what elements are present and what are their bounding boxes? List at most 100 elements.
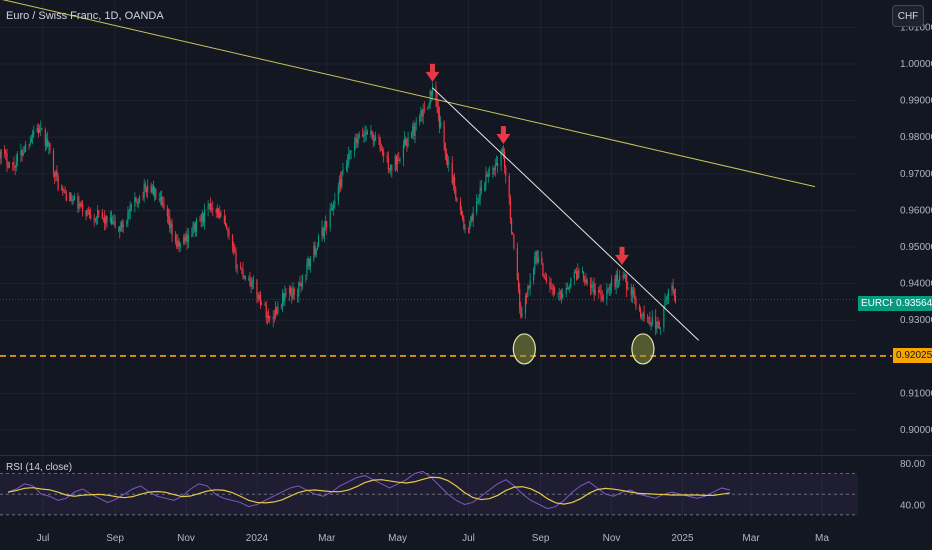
- candle-body: [551, 289, 553, 291]
- candle-body: [337, 187, 339, 201]
- candle-body: [195, 219, 198, 232]
- candle-body: [664, 300, 666, 306]
- candle-body: [159, 197, 162, 199]
- candle-body: [121, 221, 123, 228]
- candle-body: [586, 279, 588, 285]
- candle-body: [567, 288, 570, 290]
- candle-body: [584, 279, 586, 283]
- candle-body: [406, 145, 408, 147]
- rsi-ma-line: [7, 476, 731, 505]
- candle-body: [306, 263, 308, 275]
- candle-body: [122, 224, 124, 228]
- candle-body: [407, 137, 409, 147]
- candle-body: [559, 292, 561, 294]
- candle-body: [333, 203, 335, 208]
- candle-body: [52, 150, 55, 173]
- currency-button[interactable]: CHF: [892, 5, 924, 27]
- candle-body: [21, 150, 23, 156]
- time-tick-label: 2025: [671, 533, 694, 544]
- candle-body: [558, 292, 560, 294]
- candle-body: [28, 144, 30, 146]
- candle-body: [508, 175, 510, 198]
- candle-body: [517, 279, 520, 289]
- candle-body: [537, 257, 539, 263]
- candle-body: [334, 200, 336, 204]
- candle-body: [109, 217, 112, 222]
- candle-body: [459, 201, 461, 210]
- candle-body: [643, 313, 645, 319]
- candle-body: [428, 104, 430, 108]
- candle-body: [570, 278, 572, 287]
- candle-body: [397, 159, 399, 165]
- candle-body: [673, 289, 675, 296]
- candle-body: [526, 295, 528, 298]
- candle-body: [374, 136, 377, 141]
- candle-body: [655, 316, 657, 330]
- candle-body: [111, 217, 113, 225]
- candle-body: [501, 149, 503, 152]
- candle-body: [623, 275, 625, 278]
- candle-body: [619, 275, 621, 281]
- candle-body: [437, 108, 439, 114]
- candle-body: [171, 223, 173, 236]
- candle-body: [467, 228, 470, 230]
- time-tick-label: Sep: [106, 533, 124, 544]
- candle-body: [138, 196, 141, 204]
- candle-body: [460, 209, 463, 215]
- candle-body: [601, 296, 603, 300]
- candle-body: [365, 131, 367, 134]
- candle-body: [300, 283, 302, 287]
- candle-body: [583, 271, 585, 280]
- candle-body: [98, 210, 100, 213]
- candle-body: [70, 192, 72, 201]
- price-tick-label: 0.90000: [900, 425, 932, 436]
- candle-body: [183, 237, 185, 244]
- candle-body: [487, 174, 489, 177]
- candle-body: [464, 228, 466, 230]
- candle-body: [102, 217, 105, 219]
- candle-body: [47, 139, 49, 147]
- candle-body: [37, 127, 39, 134]
- candle-body: [462, 214, 464, 220]
- candle-body: [366, 131, 368, 135]
- candle-body: [444, 142, 446, 153]
- candle-body: [667, 289, 670, 297]
- candle-body: [7, 164, 9, 168]
- candle-body: [578, 270, 580, 273]
- candle-body: [79, 203, 81, 207]
- candle-body: [228, 231, 230, 236]
- candle-body: [350, 150, 352, 152]
- candle-body: [283, 293, 285, 302]
- candle-body: [4, 149, 6, 154]
- arrow-marker: [500, 126, 506, 136]
- candle-body: [14, 166, 16, 168]
- candle-body: [646, 317, 649, 319]
- candle-body: [169, 217, 171, 228]
- candle-body: [607, 288, 609, 290]
- candle-body: [521, 313, 523, 317]
- candle-body: [347, 161, 349, 166]
- candle-body: [633, 290, 635, 293]
- candle-body: [210, 208, 213, 210]
- candle-body: [383, 152, 385, 156]
- candle-body: [641, 314, 643, 317]
- candle-body: [478, 198, 480, 202]
- candle-body: [436, 101, 438, 109]
- candle-body: [560, 293, 563, 298]
- candle-body: [129, 204, 131, 213]
- candle-body: [363, 135, 365, 137]
- candle-body: [313, 245, 315, 260]
- candle-body: [80, 203, 82, 207]
- candle-body: [314, 245, 316, 255]
- candle-body: [581, 271, 584, 273]
- candle-body: [609, 287, 611, 290]
- candle-body: [431, 86, 434, 96]
- candle-body: [608, 288, 610, 290]
- candle-body: [358, 134, 360, 137]
- candle-body: [610, 279, 613, 288]
- candle-body: [308, 258, 310, 267]
- candle-body: [519, 288, 521, 309]
- candle-body: [505, 167, 507, 176]
- candle-body: [569, 286, 571, 289]
